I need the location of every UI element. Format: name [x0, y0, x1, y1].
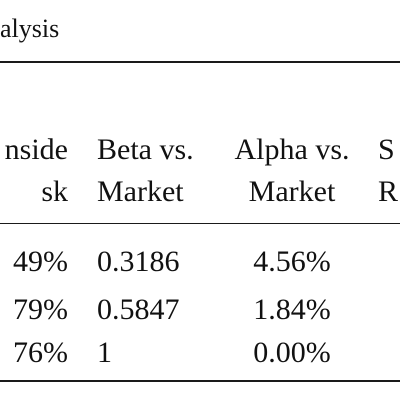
downside-risk-cell: 79% [13, 293, 68, 326]
header-partial-line2: R [378, 175, 399, 208]
table-caption: alysis [0, 14, 60, 43]
alpha-cell: 0.00% [253, 336, 331, 369]
beta-cell: 1 [97, 336, 112, 369]
header-beta-line2: Market [97, 175, 184, 208]
header-beta-line1: Beta vs. [97, 133, 194, 166]
beta-cell: 0.3186 [97, 245, 180, 278]
header-alpha-line1: Alpha vs. [234, 133, 350, 166]
header-downside-risk-line1: nside [4, 133, 68, 166]
alpha-cell: 4.56% [253, 245, 331, 278]
beta-cell: 0.5847 [97, 293, 180, 326]
alpha-cell: 1.84% [253, 293, 331, 326]
downside-risk-cell: 49% [13, 245, 68, 278]
header-partial-line1: S [378, 133, 395, 166]
top-rule [0, 61, 400, 63]
header-rule [0, 223, 400, 224]
bottom-rule [0, 380, 400, 382]
downside-risk-cell: 76% [13, 336, 68, 369]
header-alpha-line2: Market [248, 175, 336, 208]
header-downside-risk-line2: sk [41, 175, 68, 208]
